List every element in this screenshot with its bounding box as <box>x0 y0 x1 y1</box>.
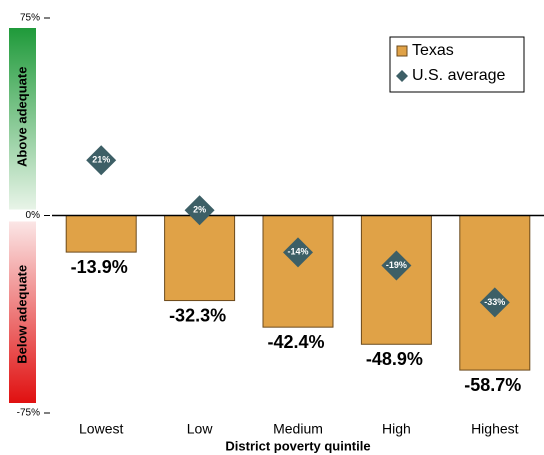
panel-label: Below adequate <box>14 265 29 364</box>
legend-label: U.S. average <box>412 67 505 84</box>
x-tick-label: Lowest <box>79 421 123 437</box>
y-tick-label: 75% <box>20 13 40 24</box>
data-label: -58.7% <box>464 375 521 395</box>
x-axis-label: District poverty quintile <box>225 438 370 453</box>
x-tick-label: Low <box>187 421 214 437</box>
legend-box <box>389 36 525 93</box>
bar <box>65 215 137 253</box>
bar <box>360 215 432 345</box>
marker <box>283 237 313 268</box>
marker <box>86 145 117 176</box>
data-label: -32.3% <box>169 305 226 325</box>
y-tick-label: -75% <box>17 408 40 419</box>
legend-swatch <box>396 70 408 82</box>
data-label: -48.9% <box>366 349 423 369</box>
above-panel <box>9 28 36 210</box>
marker <box>479 287 510 318</box>
data-label: -19% <box>386 260 407 270</box>
data-label: -33% <box>484 297 505 307</box>
marker <box>381 250 412 281</box>
data-label: -42.4% <box>267 332 324 352</box>
data-label: 2% <box>193 205 206 215</box>
bar <box>262 215 334 328</box>
data-label: 21% <box>92 155 110 165</box>
data-label: -14% <box>287 247 308 257</box>
x-tick-label: Highest <box>471 421 519 437</box>
legend-label: Texas <box>412 42 454 59</box>
x-tick-label: Medium <box>273 421 323 437</box>
legend-swatch <box>396 45 408 57</box>
y-tick-label: 0% <box>26 210 41 221</box>
panel-label: Above adequate <box>14 67 29 167</box>
data-label: -13.9% <box>71 257 128 277</box>
below-panel <box>9 221 36 403</box>
x-tick-label: High <box>382 421 411 437</box>
marker <box>184 195 215 226</box>
bar <box>164 215 236 302</box>
